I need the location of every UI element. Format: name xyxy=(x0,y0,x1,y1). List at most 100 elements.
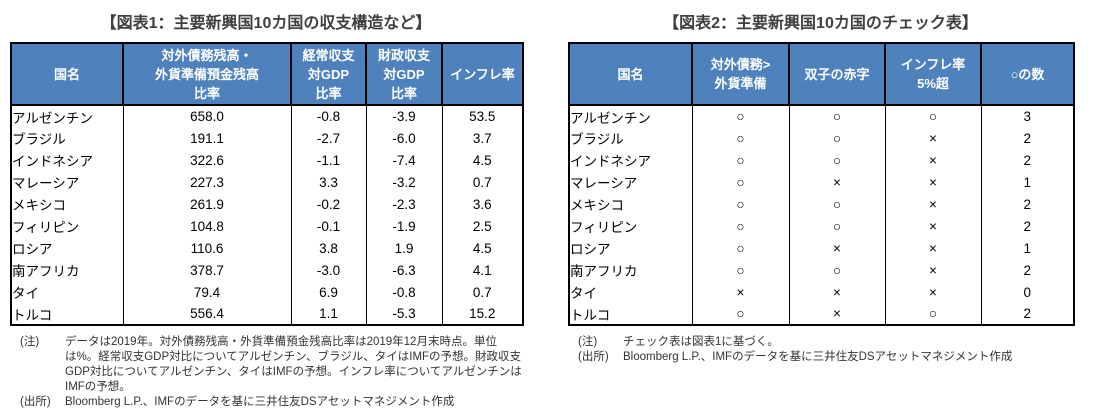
figure2-note-text: チェック表は図表1に基づく。 xyxy=(623,336,779,348)
value-cell: -3.9 xyxy=(365,105,442,127)
figure1-block: 【図表1：主要新興国10カ国の収支構造など】 国名 対外債務残高・ 外貨準備預金残… xyxy=(10,0,524,410)
check-mark-cell: ○ xyxy=(788,193,885,215)
value-cell: -7.4 xyxy=(365,149,442,171)
value-cell: -0.1 xyxy=(290,215,366,237)
table-row: トルコ ○ × ○ 2 xyxy=(569,303,1074,325)
value-cell: 2 xyxy=(980,303,1074,325)
column-header: インフレ率 5%超 xyxy=(884,43,981,106)
value-cell: 2.5 xyxy=(441,215,523,237)
value-cell: 1.1 xyxy=(290,303,366,325)
value-cell: 2 xyxy=(980,259,1074,281)
figure1-source-text: Bloomberg L.P.、IMFのデータを基に三井住友DSアセットマネジメン… xyxy=(65,396,455,408)
figure1-note-text: データは2019年。対外債務残高・外貨準備預金残高比率は2019年12月末時点。… xyxy=(65,336,522,393)
country-name-cell: アルゼンチン xyxy=(570,110,651,126)
value-cell: 15.2 xyxy=(441,303,523,325)
figure2-table-header: 国名 対外債務> 外貨準備 双子の赤字 インフレ率 5%超 ○の数 xyxy=(569,43,1074,106)
note-label: (注) xyxy=(578,336,598,348)
value-cell: -6.3 xyxy=(365,259,442,281)
value-cell: 4.5 xyxy=(441,149,523,171)
table-row: インドネシア 322.6 -1.1 -7.4 4.5 xyxy=(11,149,523,171)
country-name-cell: アルゼンチン xyxy=(12,110,93,126)
check-mark-cell: ○ xyxy=(691,237,789,259)
table-row: メキシコ ○ ○ × 2 xyxy=(569,193,1074,215)
check-mark-cell: ○ xyxy=(788,149,885,171)
check-mark-cell: ○ xyxy=(691,215,789,237)
figure2-source-text: Bloomberg L.P.、IMFのデータを基に三井住友DSアセットマネジメン… xyxy=(623,351,1013,363)
figure1-table: 国名 対外債務残高・ 外貨準備預金残高 比率 経常収支 対GDP 比率 財政収支 対G… xyxy=(10,42,524,326)
value-cell: -0.8 xyxy=(365,281,442,303)
country-name-cell: インドネシア xyxy=(570,154,651,169)
table-row: ロシア 110.6 3.8 1.9 4.5 xyxy=(11,237,523,259)
check-mark-cell: ○ xyxy=(691,149,789,171)
column-header: 対外債務残高・ 外貨準備預金残高 比率 xyxy=(122,43,291,106)
column-header: インフレ率 xyxy=(441,43,523,106)
check-mark-cell: ○ xyxy=(691,259,789,281)
value-cell: -6.0 xyxy=(365,127,442,149)
value-cell: 53.5 xyxy=(441,105,523,127)
country-name-cell: タイ xyxy=(12,286,39,301)
country-name-cell: メキシコ xyxy=(570,198,624,213)
country-name-cell: トルコ xyxy=(570,307,611,323)
value-cell: 378.7 xyxy=(122,259,291,281)
check-mark-cell: ○ xyxy=(691,193,789,215)
column-header: 国名 xyxy=(11,43,123,106)
country-name-cell: マレーシア xyxy=(570,176,638,191)
table-row: 南アフリカ 378.7 -3.0 -6.3 4.1 xyxy=(11,259,523,281)
value-cell: 0.7 xyxy=(441,171,523,193)
table-row: ブラジル 191.1 -2.7 -6.0 3.7 xyxy=(11,127,523,149)
table-row: タイ × × × 0 xyxy=(569,281,1074,303)
figure1-table-body: アルゼンチン 658.0 -0.8 -3.9 53.5 ブラジル 191.1 -2.7 -6.0… xyxy=(11,105,523,325)
country-name-cell: メキシコ xyxy=(12,198,66,213)
source-label: (出所) xyxy=(578,351,609,363)
value-cell: 191.1 xyxy=(122,127,291,149)
column-header: 経常収支 対GDP 比率 xyxy=(290,43,366,106)
check-mark-cell: × xyxy=(884,193,981,215)
value-cell: 1.9 xyxy=(365,237,442,259)
check-mark-cell: ○ xyxy=(788,127,885,149)
value-cell: 261.9 xyxy=(122,193,291,215)
value-cell: 658.0 xyxy=(122,105,291,127)
column-header: 財政収支 対GDP 比率 xyxy=(365,43,442,106)
value-cell: 3.7 xyxy=(441,127,523,149)
figure1-title: 【図表1：主要新興国10カ国の収支構造など】 xyxy=(100,15,432,32)
check-mark-cell: ○ xyxy=(691,303,789,325)
value-cell: -1.1 xyxy=(290,149,366,171)
country-name-cell: フィリピン xyxy=(570,220,638,235)
column-header: 対外債務> 外貨準備 xyxy=(691,43,789,106)
figure2-source-row: (出所) Bloomberg L.P.、IMFのデータを基に三井住友DSアセット… xyxy=(568,350,1073,365)
value-cell: 2 xyxy=(980,149,1074,171)
country-name-cell: ロシア xyxy=(570,242,611,257)
value-cell: 4.5 xyxy=(441,237,523,259)
check-mark-cell: ○ xyxy=(884,303,981,325)
table-row: タイ 79.4 6.9 -0.8 0.7 xyxy=(11,281,523,303)
value-cell: 3.8 xyxy=(290,237,366,259)
country-name-cell: ロシア xyxy=(12,242,53,257)
value-cell: 3 xyxy=(980,105,1074,127)
value-cell: 79.4 xyxy=(122,281,291,303)
check-mark-cell: × xyxy=(884,237,981,259)
value-cell: -5.3 xyxy=(365,303,442,325)
check-mark-cell: ○ xyxy=(788,259,885,281)
value-cell: 0.7 xyxy=(441,281,523,303)
table-row: ブラジル ○ ○ × 2 xyxy=(569,127,1074,149)
check-mark-cell: × xyxy=(884,149,981,171)
value-cell: -1.9 xyxy=(365,215,442,237)
figure2-table-body: アルゼンチン ○ ○ ○ 3 ブラジル ○ ○ × 2 インドネシア ○ ○ × 2 マレーシア ○ × × 1 メキシ… xyxy=(569,105,1074,325)
note-label: (注) xyxy=(20,336,40,348)
country-name-cell: インドネシア xyxy=(12,154,93,169)
value-cell: 2 xyxy=(980,215,1074,237)
value-cell: 110.6 xyxy=(122,237,291,259)
value-cell: 3.3 xyxy=(290,171,366,193)
column-header: 双子の赤字 xyxy=(788,43,885,106)
country-name-cell: フィリピン xyxy=(12,220,80,235)
check-mark-cell: × xyxy=(884,259,981,281)
table-row: マレーシア 227.3 3.3 -3.2 0.7 xyxy=(11,171,523,193)
check-mark-cell: × xyxy=(884,127,981,149)
country-name-cell: タイ xyxy=(570,286,597,301)
check-mark-cell: × xyxy=(884,281,981,303)
value-cell: -3.0 xyxy=(290,259,366,281)
value-cell: 1 xyxy=(980,237,1074,259)
value-cell: 6.9 xyxy=(290,281,366,303)
value-cell: 1 xyxy=(980,171,1074,193)
